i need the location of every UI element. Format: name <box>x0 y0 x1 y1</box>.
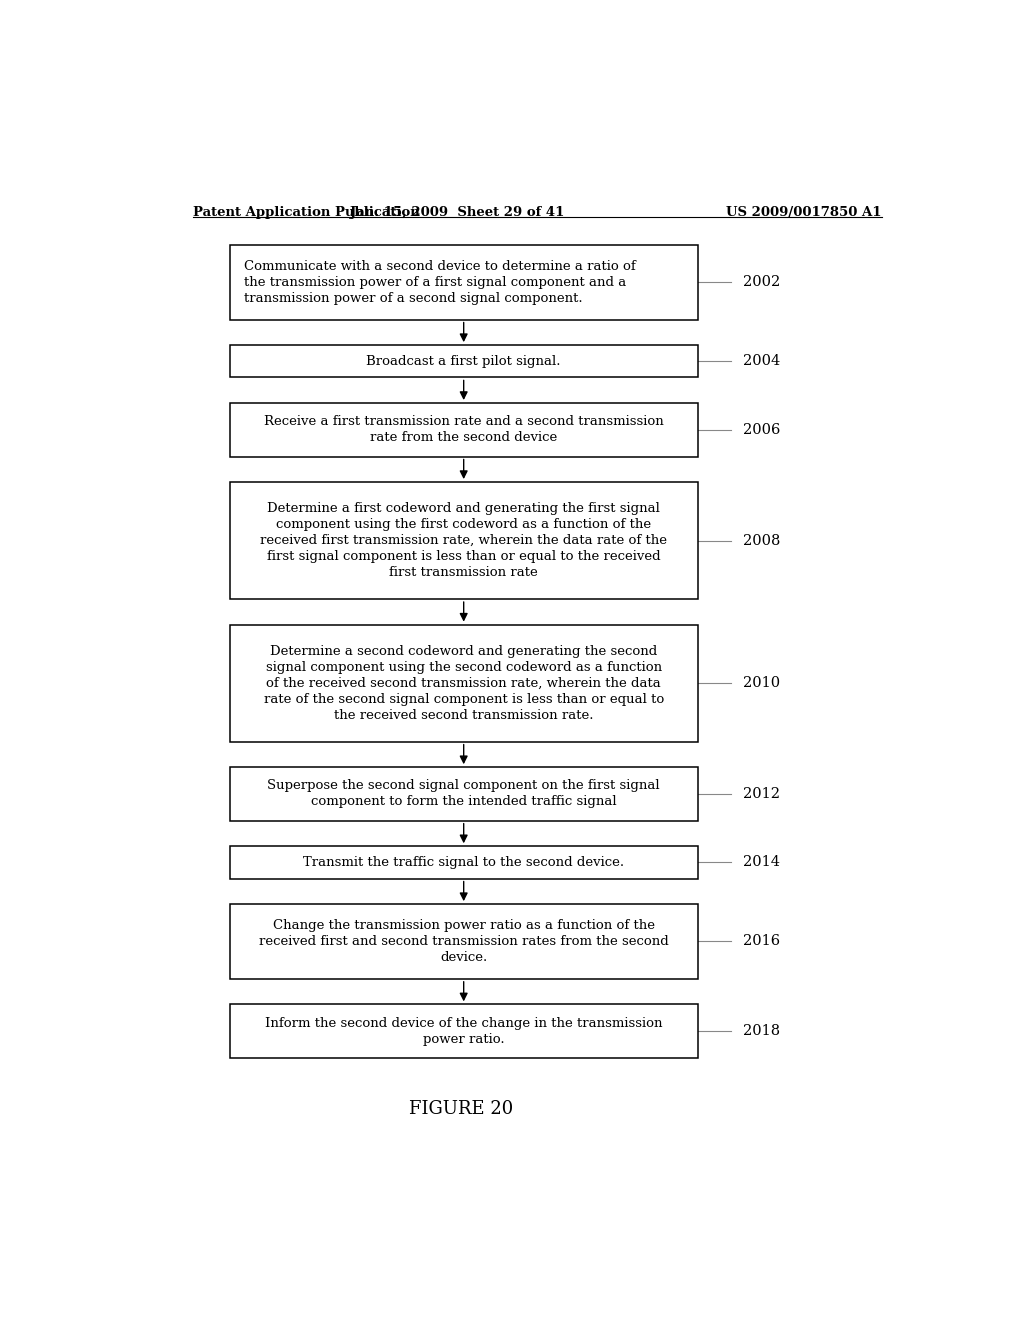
Text: 2018: 2018 <box>743 1024 780 1038</box>
Bar <box>229 1005 697 1057</box>
Text: Determine a first codeword and generating the first signal
component using the f: Determine a first codeword and generatin… <box>260 502 668 579</box>
Text: 2008: 2008 <box>743 533 780 548</box>
Bar <box>229 904 697 979</box>
Bar <box>229 624 697 742</box>
Text: Broadcast a first pilot signal.: Broadcast a first pilot signal. <box>367 355 561 368</box>
Text: 2006: 2006 <box>743 422 780 437</box>
Text: 2012: 2012 <box>743 787 780 801</box>
Bar <box>229 846 697 879</box>
Text: Determine a second codeword and generating the second
signal component using the: Determine a second codeword and generati… <box>263 644 664 722</box>
Bar <box>229 403 697 457</box>
Text: 2014: 2014 <box>743 855 780 870</box>
Text: Superpose the second signal component on the first signal
component to form the : Superpose the second signal component on… <box>267 779 660 808</box>
Text: Change the transmission power ratio as a function of the
received first and seco: Change the transmission power ratio as a… <box>259 919 669 964</box>
Text: 2010: 2010 <box>743 676 780 690</box>
Text: Transmit the traffic signal to the second device.: Transmit the traffic signal to the secon… <box>303 855 625 869</box>
Text: Receive a first transmission rate and a second transmission
rate from the second: Receive a first transmission rate and a … <box>264 416 664 445</box>
Bar <box>229 244 697 319</box>
Text: 2016: 2016 <box>743 935 780 949</box>
Text: Patent Application Publication: Patent Application Publication <box>194 206 420 219</box>
Text: Inform the second device of the change in the transmission
power ratio.: Inform the second device of the change i… <box>265 1016 663 1045</box>
Bar <box>229 482 697 599</box>
Text: Jan. 15, 2009  Sheet 29 of 41: Jan. 15, 2009 Sheet 29 of 41 <box>350 206 564 219</box>
Text: US 2009/0017850 A1: US 2009/0017850 A1 <box>726 206 882 219</box>
Text: 2004: 2004 <box>743 354 780 368</box>
Text: Communicate with a second device to determine a ratio of
the transmission power : Communicate with a second device to dete… <box>244 260 636 305</box>
Bar <box>229 345 697 378</box>
Text: FIGURE 20: FIGURE 20 <box>410 1100 513 1118</box>
Text: 2002: 2002 <box>743 275 780 289</box>
Bar <box>229 767 697 821</box>
